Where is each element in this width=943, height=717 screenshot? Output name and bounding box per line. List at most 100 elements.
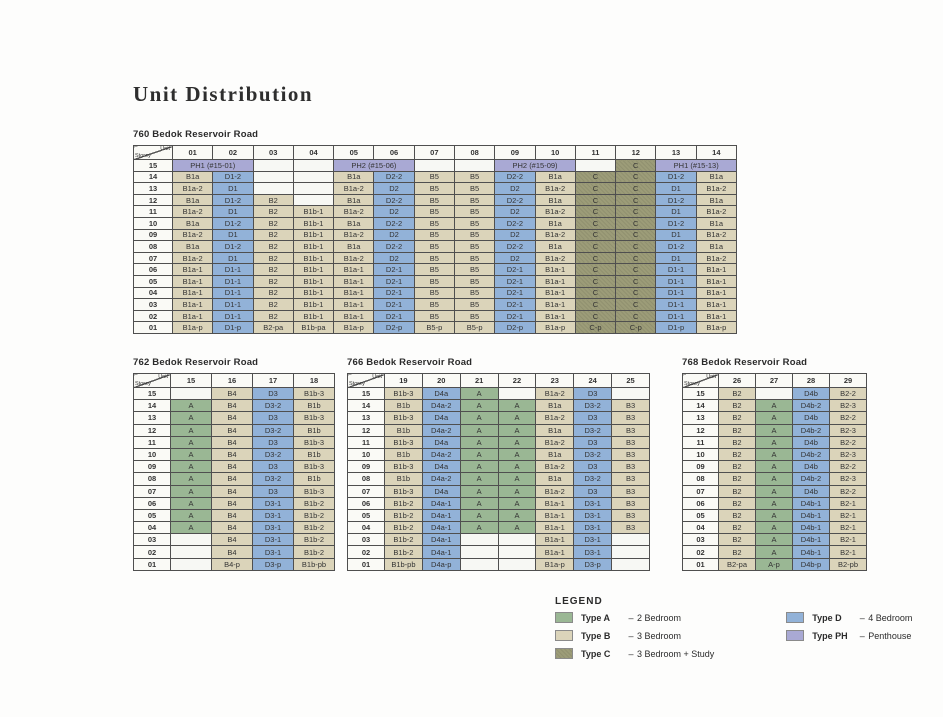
unit-cell-b2-2: B2-2: [829, 386, 867, 401]
storey-row-13: 13 B1a-2 D1 B1a-2 D2 B5 B5 D2 B1a-2 C C D1 B1a-2: [133, 182, 738, 195]
unit-cell-d3-1: D3-1: [252, 545, 294, 559]
unit-cell-d2-2: D2-2: [373, 170, 415, 184]
unit-cell-b1a-2: B1a-2: [695, 182, 738, 195]
unit-cell-b5: B5: [453, 228, 496, 242]
unit-cell-b1b: B1b: [384, 472, 423, 486]
unit-cell-b4: B4: [211, 435, 253, 449]
unit-cell-a: A: [170, 411, 212, 425]
unit-cell-b2-2: B2-2: [829, 435, 867, 449]
unit-column-header-27: 27: [755, 373, 793, 388]
legend-heading: LEGEND: [555, 596, 603, 607]
unit-cell-b1a-1: B1a-1: [695, 286, 738, 300]
unit-cell-a: A: [497, 508, 537, 523]
unit-cell-a: A: [459, 521, 499, 535]
unit-cell-d4a-1: D4a-1: [421, 508, 461, 523]
table-label-760: 760 Bedok Reservoir Road: [133, 129, 259, 140]
unit-cell-d2: D2: [494, 228, 536, 242]
unit-cell-a: A: [497, 484, 537, 498]
unit-cell-b1b-1: B1b-1: [292, 263, 335, 276]
unit-cell-a: A: [459, 411, 499, 425]
unit-cell-d4b-1: D4b-1: [792, 533, 830, 547]
unit-cell-d4a-1: D4a-1: [421, 521, 461, 535]
unit-cell-b1b-1: B1b-1: [292, 240, 335, 253]
unit-cell-b1b-1: B1b-1: [292, 309, 335, 323]
empty-cell: [292, 170, 335, 184]
unit-cell-b5: B5: [413, 193, 455, 207]
unit-cell-b1a: B1a: [695, 216, 738, 230]
unit-cell-b2: B2: [252, 216, 294, 230]
unit-cell-b1a: B1a: [333, 240, 375, 253]
unit-cell-c: C: [615, 159, 657, 172]
empty-cell: [611, 386, 650, 401]
unit-cell-b1b: B1b: [293, 447, 335, 462]
legend-separator: –: [628, 630, 634, 641]
unit-cell-b2-3: B2-3: [829, 447, 867, 462]
unit-column-header-04: 04: [292, 145, 335, 160]
corner-unit-label: Unit: [160, 146, 170, 153]
unit-cell-b4: B4: [211, 472, 253, 486]
legend-swatch-a-icon: [555, 612, 573, 623]
storey-label: 03: [133, 298, 173, 311]
storey-label: 08: [347, 472, 385, 486]
storey-row-15: 15 B2 D4b B2-2: [682, 386, 867, 401]
corner-unit-label: Unit: [372, 374, 382, 381]
unit-cell-d2-1: D2-1: [494, 309, 536, 323]
unit-cell-b1b-3: B1b-3: [293, 460, 335, 474]
storey-row-09: 09 B1a-2 D1 B2 B1b-1 B1a-2 D2 B5 B5 D2 B1a-2 C C D1 B1…: [133, 228, 738, 242]
storey-label: 15: [133, 159, 173, 172]
unit-cell-b1a-2: B1a-2: [333, 228, 375, 242]
unit-cell-a: A: [755, 399, 793, 413]
unit-cell-d1-1: D1-1: [655, 309, 697, 323]
unit-cell-a: A: [497, 435, 537, 449]
table-block-760: 760 Bedok Reservoir Road Unit Storey 01 02 0…: [133, 129, 738, 334]
unit-cell-d1: D1: [655, 182, 697, 195]
unit-cell-c: C: [574, 193, 617, 207]
unit-column-header-28: 28: [792, 373, 830, 388]
unit-cell-b5: B5: [413, 263, 455, 276]
header-row: Unit Storey 01 02 03 04 05 06 07 08 09 10 11 12 13 14: [133, 145, 738, 160]
unit-cell-d3-2: D3-2: [252, 399, 294, 413]
unit-cell-b1a-1: B1a-1: [535, 521, 575, 535]
unit-cell-b5: B5: [413, 286, 455, 300]
unit-cell-c: C: [574, 216, 617, 230]
unit-cell-b2: B2: [718, 423, 756, 437]
unit-cell-b5: B5: [453, 263, 496, 276]
unit-cell-d4a: D4a: [421, 411, 461, 425]
unit-cell-b2: B2: [252, 286, 294, 300]
storey-label: 10: [133, 447, 171, 462]
unit-cell-d1: D1: [212, 251, 254, 265]
unit-cell-b1a: B1a: [333, 170, 375, 184]
unit-cell-ph2 (#15-09): PH2 (#15-09): [494, 159, 576, 172]
unit-cell-b1a-2: B1a-2: [535, 484, 575, 498]
unit-column-header-18: 18: [293, 373, 335, 388]
unit-column-header-10: 10: [534, 145, 576, 160]
unit-cell-a: A: [170, 521, 212, 535]
unit-cell-d1-2: D1-2: [212, 170, 254, 184]
unit-cell-d3-2: D3-2: [573, 447, 613, 462]
storey-label: 07: [347, 484, 385, 498]
unit-cell-c: C: [574, 240, 617, 253]
table-block-768: 768 Bedok Reservoir Road Unit Storey 26 27 2…: [682, 357, 867, 572]
storey-label: 03: [347, 533, 385, 547]
unit-cell-a: A: [170, 460, 212, 474]
unit-cell-d1-2: D1-2: [655, 240, 697, 253]
unit-column-header-19: 19: [384, 373, 423, 388]
unit-cell-d4b-p: D4b-p: [792, 557, 830, 572]
unit-cell-d1-2: D1-2: [655, 193, 697, 207]
unit-cell-b5-p: B5-p: [413, 321, 455, 334]
unit-cell-d2-1: D2-1: [373, 286, 415, 300]
unit-cell-b1b-2: B1b-2: [384, 521, 423, 535]
unit-cell-b4: B4: [211, 460, 253, 474]
empty-cell: [459, 533, 499, 547]
unit-cell-b4: B4: [211, 508, 253, 523]
unit-cell-d3-2: D3-2: [252, 423, 294, 437]
unit-cell-b1a-1: B1a-1: [171, 286, 214, 300]
unit-cell-b1b-1: B1b-1: [292, 251, 335, 265]
unit-cell-a: A: [170, 399, 212, 413]
unit-cell-b1b-2: B1b-2: [293, 533, 335, 547]
corner-unit-storey-cell: Unit Storey: [133, 373, 171, 388]
unit-cell-b1b-pb: B1b-pb: [293, 557, 335, 572]
unit-cell-b2-1: B2-1: [829, 508, 867, 523]
storey-label: 15: [682, 386, 719, 401]
unit-cell-a: A: [755, 423, 793, 437]
